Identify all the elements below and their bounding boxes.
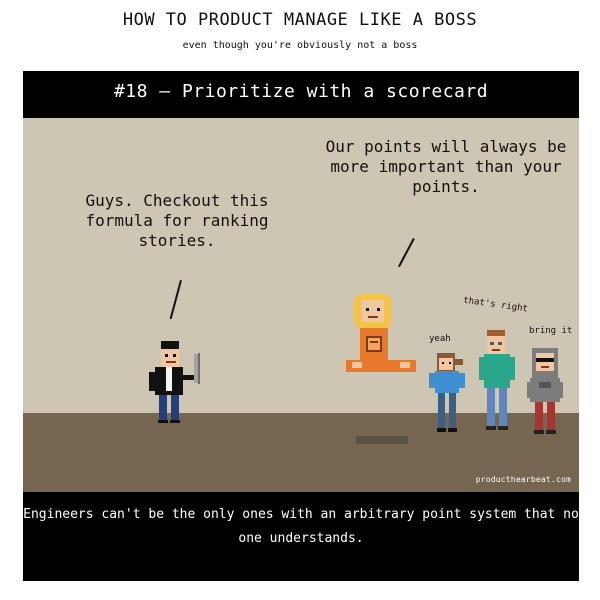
engineer-tall-figure (479, 330, 515, 432)
comic-scene: Guys. Checkout this formula for ranking … (23, 118, 579, 492)
comic-caption: Engineers can't be the only ones with an… (23, 507, 579, 546)
comic-subtitle: even though you're obviously not a boss (182, 40, 418, 51)
meditating-guru-figure (346, 294, 418, 384)
guru-shadow (356, 436, 408, 444)
guru-speech-text: Our points will always be more important… (325, 137, 567, 196)
guru-speech-pointer (397, 238, 415, 268)
speech-thats-right: that's right (462, 295, 529, 315)
engineer-woman-figure (429, 353, 465, 433)
website-credit: producthearbeat.com (475, 475, 571, 484)
pm-speech-pointer (169, 280, 182, 320)
engineer-hoodie-figure (527, 348, 563, 436)
panel-title: #18 – Prioritize with a scorecard (113, 81, 489, 102)
speech-bring-it: bring it (529, 326, 573, 336)
product-manager-figure (149, 341, 203, 423)
comic-series-title: HOW TO PRODUCT MANAGE LIKE A BOSS (122, 10, 478, 30)
comic-panel: #18 – Prioritize with a scorecard Guys. … (23, 71, 579, 581)
speech-yeah: yeah (429, 334, 451, 344)
pm-speech-text: Guys. Checkout this formula for ranking … (85, 191, 269, 250)
